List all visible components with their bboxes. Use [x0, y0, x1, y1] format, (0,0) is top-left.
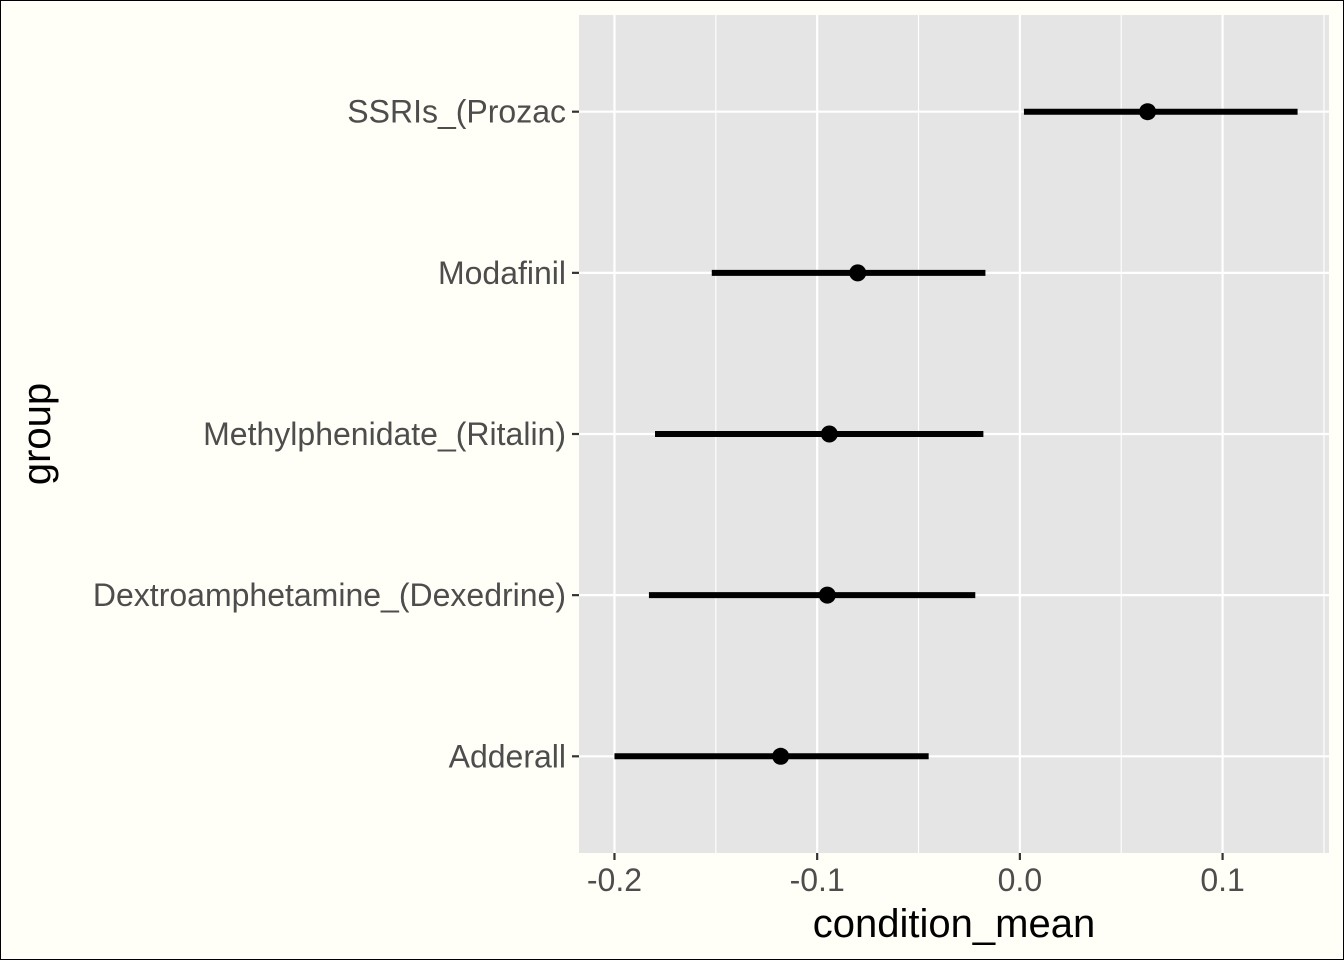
x-tick-label: -0.1 — [790, 862, 845, 898]
x-tick-label: -0.2 — [587, 862, 642, 898]
mean-point — [820, 425, 838, 443]
y-tick-label: Adderall — [449, 738, 566, 774]
y-tick-label: Modafinil — [438, 255, 566, 291]
mean-point — [1139, 103, 1157, 121]
mean-point — [772, 747, 790, 765]
mean-point — [818, 586, 836, 604]
mean-point — [849, 264, 867, 282]
x-axis: -0.2 -0.1 0.0 0.1 — [587, 853, 1245, 898]
y-tick-label: SSRIs_(Prozac — [347, 94, 566, 130]
y-tick-label: Dextroamphetamine_(Dexedrine) — [93, 577, 566, 613]
x-tick-label: 0.1 — [1200, 862, 1244, 898]
x-tick-label: 0.0 — [998, 862, 1042, 898]
x-axis-title: condition_mean — [813, 902, 1095, 946]
y-tick-label: Methylphenidate_(Ritalin) — [203, 416, 566, 452]
data-marks — [614, 103, 1298, 765]
y-axis: Adderall Dextroamphetamine_(Dexedrine) Met… — [93, 94, 579, 774]
y-axis-title: group — [15, 383, 59, 485]
